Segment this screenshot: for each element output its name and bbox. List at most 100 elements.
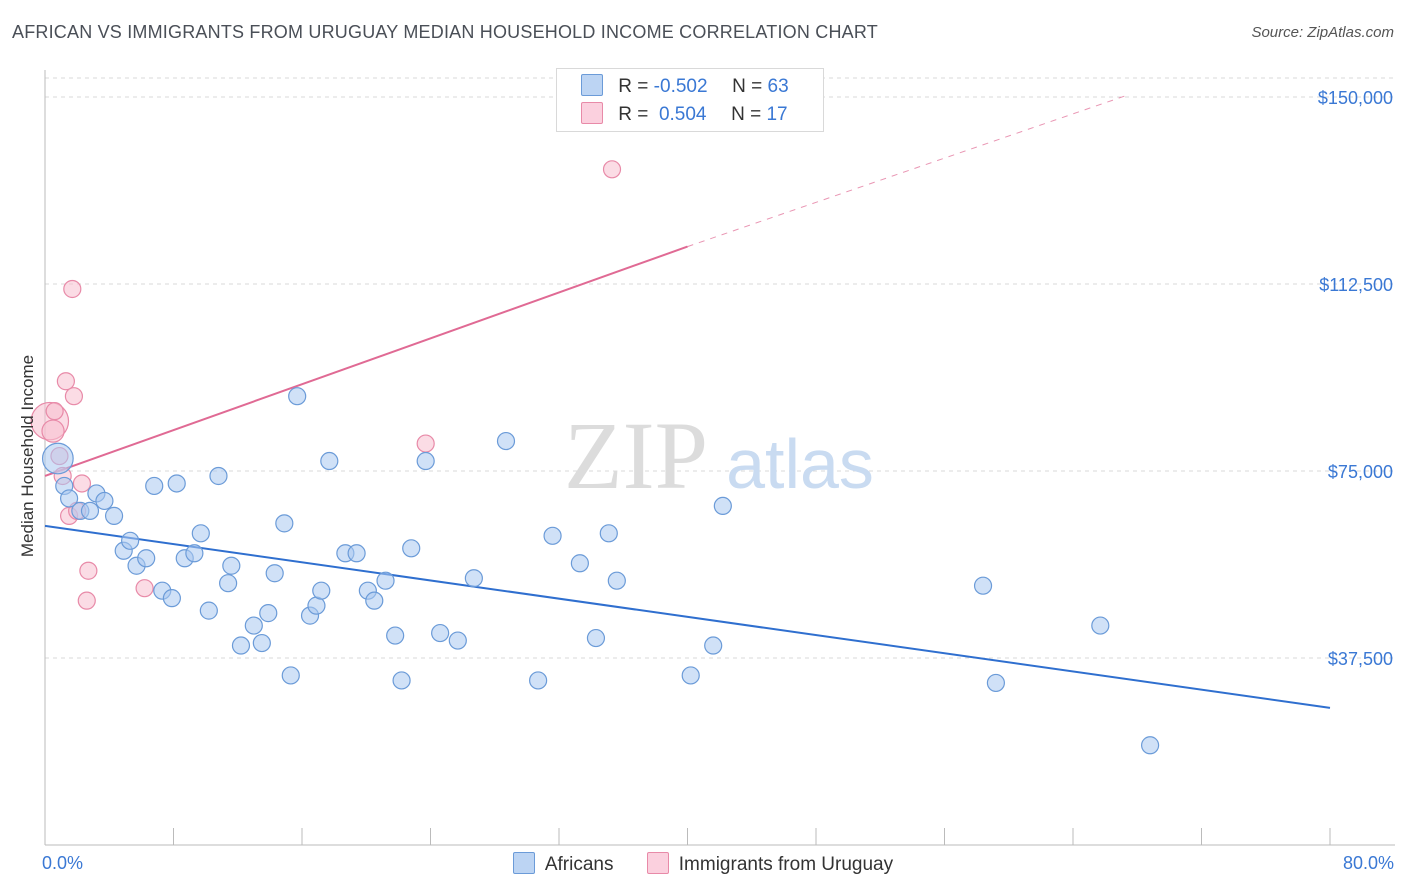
point-africans [209,466,228,486]
legend-r-label: R = [618,104,649,125]
legend-n-value: 17 [766,104,788,125]
axes [44,70,1395,846]
data-points [30,160,1160,755]
point-africans [104,506,124,525]
point-africans [231,636,251,655]
point-uruguay [41,419,65,443]
point-africans [973,576,993,595]
point-africans [1091,616,1110,635]
point-uruguay [56,372,75,391]
point-africans [162,589,181,608]
point-africans [599,524,618,543]
point-africans [586,628,606,648]
point-uruguay [77,591,96,610]
point-uruguay [416,434,435,453]
point-uruguay [79,561,98,580]
point-africans [275,514,294,533]
legend-label-uruguay: Immigrants from Uruguay [678,854,894,875]
point-africans [392,671,411,690]
point-africans [222,556,241,575]
point-uruguay [45,402,64,421]
point-africans [713,496,732,516]
point-africans [376,571,395,590]
point-africans [199,601,218,620]
point-africans [137,549,156,568]
y-tick-label: $150,000 [1318,88,1393,108]
point-uruguay [135,579,154,598]
point-africans [416,451,435,471]
legend-label-africans: Africans [544,854,614,875]
point-africans [80,501,100,520]
point-africans [145,476,164,496]
chart-title: AFRICAN VS IMMIGRANTS FROM URUGUAY MEDIA… [12,22,878,42]
stats-legend: R = -0.502 N = 63 R = 0.504 N = 17 [556,68,824,132]
y-tick-label: $37,500 [1328,649,1393,669]
point-africans [431,623,450,643]
legend-n-label: N = [732,76,763,97]
legend-row-uruguay: R = 0.504 N = 17 [581,102,788,128]
point-africans [41,442,74,475]
point-africans [570,554,589,573]
gridlines [45,77,1395,659]
point-africans [607,571,626,590]
point-africans [265,564,284,583]
point-africans [288,387,307,406]
y-tick-label: $112,500 [1319,275,1393,295]
watermark: ZIP atlas [564,402,874,509]
legend-swatch-blue [512,852,535,874]
legend-n-value: 63 [767,76,789,97]
trend-line [44,245,688,477]
point-africans [448,631,467,650]
legend-r-value: -0.502 [653,76,708,97]
point-africans [167,474,186,493]
point-africans [252,633,271,653]
source-label: Source: ZipAtlas.com [1251,24,1394,41]
point-uruguay [72,474,92,493]
tick-labels: $37,500 $75,000 $112,500 $150,000 0.0% 80.0% [42,88,1394,873]
y-tick-label: $75,000 [1328,462,1393,482]
point-africans [185,544,204,563]
point-africans [529,671,548,690]
point-africans [986,673,1006,693]
x-tick-label: 0.0% [42,853,83,873]
legend-swatch-pink [581,102,603,124]
point-africans [95,491,114,511]
point-uruguay [602,160,622,179]
point-africans [681,666,700,685]
point-uruguay [64,387,84,406]
watermark-zip: ZIP [564,402,708,509]
point-africans [496,431,516,451]
legend-n-label: N = [731,104,762,125]
legend-row-africans: R = -0.502 N = 63 [581,74,789,100]
legend-swatch-pink [646,852,669,874]
series-legend: Africans Immigrants from Uruguay [0,852,1406,876]
point-africans [704,636,723,655]
watermark-atlas: atlas [726,425,874,503]
point-uruguay [63,279,82,299]
point-africans [543,526,562,545]
point-africans [312,581,331,600]
point-africans [259,604,278,623]
legend-r-value: 0.504 [653,104,707,125]
legend-r-label: R = [618,76,649,97]
legend-item-uruguay[interactable]: Immigrants from Uruguay [646,852,894,876]
point-africans [402,539,421,558]
point-africans [347,544,366,563]
point-africans [320,451,339,471]
point-africans [386,626,405,645]
trend-line [44,524,1331,709]
point-africans [365,591,384,610]
point-africans [1140,736,1160,755]
point-africans [281,666,300,685]
x-tick-label: 80.0% [1343,853,1394,873]
point-africans [219,574,238,593]
point-africans [464,569,483,588]
trend-lines [44,94,1331,709]
point-africans [59,489,79,508]
point-africans [244,616,263,635]
trend-line-extension [687,94,1130,248]
y-axis-title: Median Household Income [18,354,37,558]
legend-item-africans[interactable]: Africans [512,852,614,876]
point-africans [121,531,140,550]
